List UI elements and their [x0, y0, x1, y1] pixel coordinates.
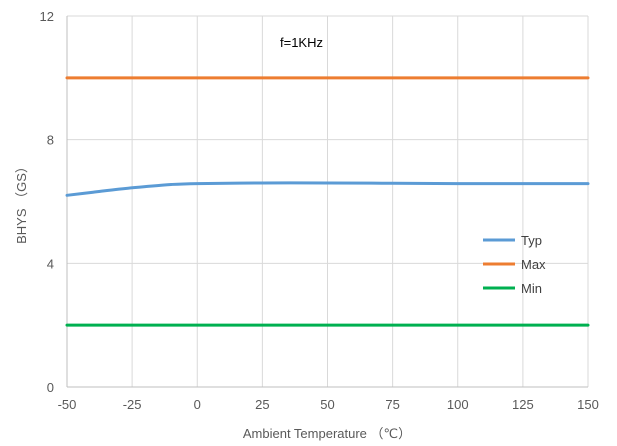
- x-tick-label: 50: [320, 397, 334, 412]
- series-lines: [65, 76, 590, 327]
- y-tick-label: 8: [47, 133, 54, 148]
- x-tick-label: -25: [123, 397, 142, 412]
- legend-label-min: Min: [521, 281, 542, 296]
- x-tick-label: 150: [577, 397, 599, 412]
- x-tick-label: 100: [447, 397, 469, 412]
- y-tick-label: 0: [47, 380, 54, 395]
- x-tick-label: 75: [385, 397, 399, 412]
- x-axis-title: Ambient Temperature （℃）: [243, 426, 411, 441]
- y-tick-label: 4: [47, 256, 54, 271]
- x-tick-label: 25: [255, 397, 269, 412]
- grid: [66, 15, 589, 387]
- y-tick-label: 12: [40, 9, 54, 24]
- tick-labels: -50 -25 0 25 50 75 100 125 150 0 4 8 12: [40, 9, 599, 412]
- series-line-typ: [65, 181, 590, 197]
- frequency-annotation: f=1KHz: [280, 35, 323, 50]
- legend-label-max: Max: [521, 257, 546, 272]
- legend-label-typ: Typ: [521, 233, 542, 248]
- y-axis-title: BHYS （GS）: [14, 160, 29, 244]
- x-tick-label: 0: [194, 397, 201, 412]
- x-tick-label: 125: [512, 397, 534, 412]
- legend: Typ Max Min: [483, 233, 546, 296]
- x-tick-label: -50: [58, 397, 77, 412]
